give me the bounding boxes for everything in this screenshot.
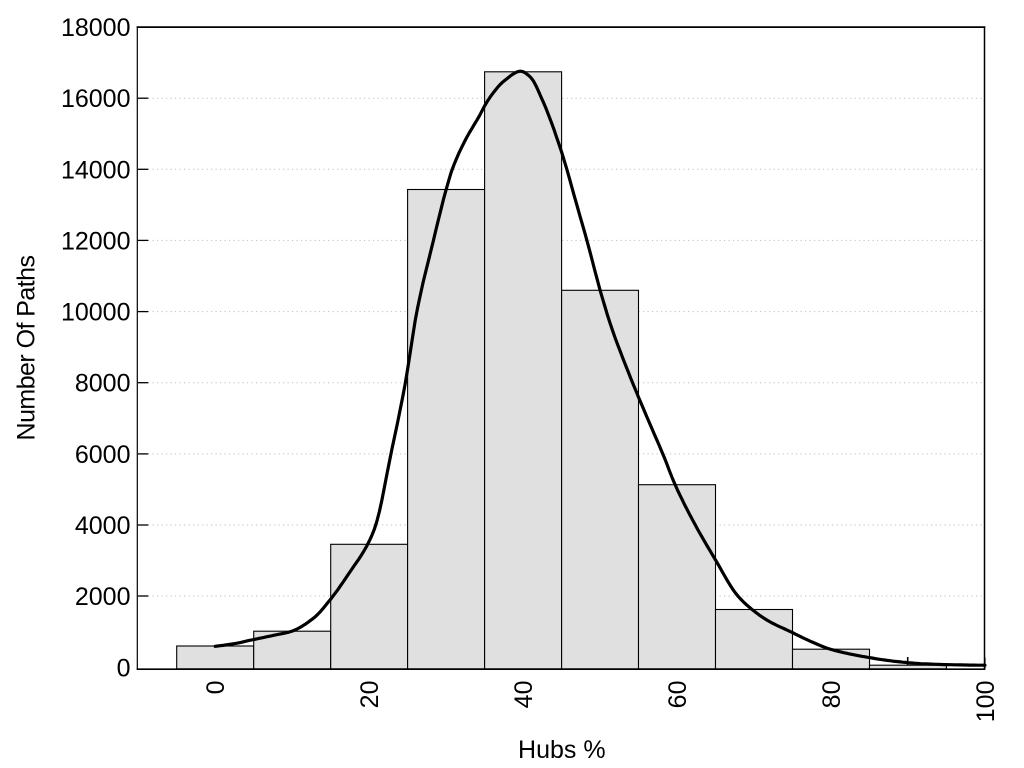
svg-text:0: 0	[202, 681, 230, 695]
svg-text:6000: 6000	[75, 441, 131, 469]
svg-text:60: 60	[664, 681, 692, 709]
svg-text:2000: 2000	[75, 583, 131, 611]
svg-text:4000: 4000	[75, 512, 131, 540]
svg-text:100: 100	[972, 681, 1000, 723]
svg-text:40: 40	[510, 681, 538, 709]
svg-text:10000: 10000	[61, 299, 131, 327]
svg-text:Number Of Paths: Number Of Paths	[13, 256, 41, 441]
svg-text:14000: 14000	[61, 156, 131, 184]
svg-text:20: 20	[356, 681, 384, 709]
svg-text:Hubs %: Hubs %	[518, 736, 606, 764]
svg-text:80: 80	[818, 681, 846, 709]
svg-text:12000: 12000	[61, 227, 131, 255]
svg-text:16000: 16000	[61, 85, 131, 113]
svg-text:0: 0	[117, 655, 131, 683]
svg-text:18000: 18000	[61, 14, 131, 42]
svg-text:8000: 8000	[75, 370, 131, 398]
